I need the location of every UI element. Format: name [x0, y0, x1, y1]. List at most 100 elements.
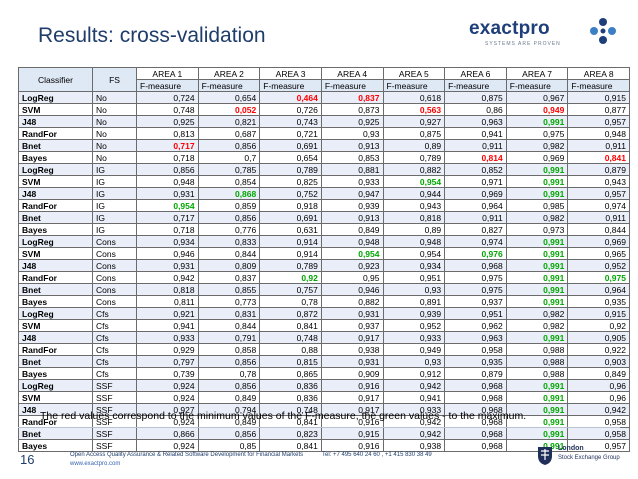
f-measure-cell: 0,92: [259, 271, 322, 284]
f-measure-cell: 0,964: [444, 199, 507, 212]
table-row: Bnet Cfs 0,797 0,856 0,815 0,931 0,93 0,935 0,98…: [18, 355, 630, 368]
fs-cell: IG: [92, 199, 137, 212]
f-measure-cell: 0,88: [259, 343, 322, 356]
f-measure-cell: 0,913: [320, 139, 384, 152]
f-measure-cell: 0,943: [567, 175, 630, 188]
f-measure-cell: 0,965: [567, 247, 630, 260]
f-measure-cell: 0,875: [382, 127, 446, 140]
f-measure-cell: 0,052: [197, 103, 261, 116]
footer-divider: [18, 427, 620, 428]
classifier-cell: Bnet: [18, 283, 93, 296]
fs-cell: No: [92, 139, 137, 152]
f-measure-cell: 0,939: [320, 199, 384, 212]
results-table: Classifier FS AREA 1 AREA 2 AREA 3 AREA …: [18, 67, 630, 452]
f-measure-cell: 0,825: [259, 175, 322, 188]
f-measure-cell: 0,841: [259, 319, 322, 332]
f-measure-cell: 0,991: [505, 415, 569, 428]
f-measure-cell: 0,925: [136, 115, 199, 128]
f-measure-cell: 0,991: [505, 391, 569, 404]
f-measure-cell: 0,954: [136, 199, 199, 212]
f-measure-cell: 0,866: [136, 427, 199, 440]
fs-cell: IG: [92, 175, 137, 188]
f-measure-cell: 0,933: [320, 175, 384, 188]
lse-logo: London Stock Exchange Group: [536, 444, 631, 474]
f-measure-cell: 0,814: [444, 151, 507, 164]
f-measure-cell: 0,982: [505, 307, 569, 320]
f-measure-cell: 0,924: [136, 391, 199, 404]
f-measure-cell: 0,856: [197, 139, 261, 152]
f-measure-cell: 0,935: [567, 295, 630, 308]
f-measure-cell: 0,856: [197, 427, 261, 440]
f-measure-cell: 0,982: [505, 211, 569, 224]
classifier-cell: RandFor: [18, 343, 93, 356]
f-measure-cell: 0,917: [320, 331, 384, 344]
f-measure-cell: 0,942: [136, 271, 199, 284]
f-measure-cell: 0,844: [197, 247, 261, 260]
table-row: Bnet IG 0,717 0,856 0,691 0,913 0,818 0,911 0,98…: [18, 211, 630, 224]
classifier-cell: RandFor: [18, 415, 93, 428]
f-measure-cell: 0,837: [320, 91, 384, 104]
fs-cell: No: [92, 127, 137, 140]
fs-cell: IG: [92, 187, 137, 200]
table-row: SVM Cfs 0,941 0,844 0,841 0,937 0,952 0,962 0,98…: [18, 319, 630, 332]
classifier-cell: SVM: [18, 175, 93, 188]
f-measure-cell: 0,464: [259, 91, 322, 104]
f-measure-cell: 0,855: [197, 283, 261, 296]
f-measure-cell: 0,903: [567, 355, 630, 368]
f-measure-cell: 0,858: [197, 343, 261, 356]
f-measure-cell: 0,931: [320, 307, 384, 320]
fs-cell: Cons: [92, 247, 137, 260]
metric-header: F-measure: [259, 79, 322, 92]
f-measure-cell: 0,86: [444, 103, 507, 116]
f-measure-cell: 0,946: [320, 283, 384, 296]
f-measure-cell: 0,925: [320, 115, 384, 128]
f-measure-cell: 0,743: [259, 115, 322, 128]
f-measure-cell: 0,93: [382, 355, 446, 368]
f-measure-cell: 0,968: [444, 427, 507, 440]
f-measure-cell: 0,852: [444, 163, 507, 176]
area-header: AREA 3: [259, 67, 322, 80]
f-measure-cell: 0,934: [136, 235, 199, 248]
table-row: RandFor No 0,813 0,687 0,721 0,93 0,875 0,941 0,…: [18, 127, 630, 140]
f-measure-cell: 0,875: [444, 91, 507, 104]
metric-header: F-measure: [197, 79, 261, 92]
classifier-cell: RandFor: [18, 199, 93, 212]
f-measure-cell: 0,938: [320, 343, 384, 356]
fs-cell: SSF: [92, 439, 137, 452]
f-measure-cell: 0,917: [320, 403, 384, 416]
table-row: SVM SSF 0,924 0,849 0,836 0,917 0,941 0,968 0,99…: [18, 391, 630, 404]
f-measure-cell: 0,942: [382, 427, 446, 440]
fs-cell: Cons: [92, 271, 137, 284]
f-measure-cell: 0,853: [320, 151, 384, 164]
fs-cell: Cfs: [92, 355, 137, 368]
f-measure-cell: 0,929: [136, 343, 199, 356]
exactpro-logo: exactpro SYSTEMS ARE PROVEN: [469, 16, 619, 54]
classifier-cell: Bnet: [18, 139, 93, 152]
footer-website-link[interactable]: www.exactpro.com: [70, 461, 121, 467]
f-measure-cell: 0,789: [259, 259, 322, 272]
table-row: LogReg SSF 0,924 0,856 0,836 0,916 0,942 0,968 0…: [18, 379, 630, 392]
f-measure-cell: 0,96: [567, 379, 630, 392]
area-header: AREA 7: [505, 67, 569, 80]
f-measure-cell: 0,849: [320, 223, 384, 236]
classifier-cell: J48: [18, 115, 93, 128]
f-measure-cell: 0,789: [259, 163, 322, 176]
f-measure-cell: 0,991: [505, 235, 569, 248]
f-measure-cell: 0,948: [382, 235, 446, 248]
f-measure-cell: 0,691: [259, 211, 322, 224]
fs-cell: Cfs: [92, 367, 137, 380]
classifier-cell: LogReg: [18, 307, 93, 320]
f-measure-cell: 0,942: [382, 415, 446, 428]
f-measure-cell: 0,833: [197, 235, 261, 248]
classifier-cell: Bayes: [18, 223, 93, 236]
fs-cell: No: [92, 91, 137, 104]
fs-cell: SSF: [92, 391, 137, 404]
classifier-header: Classifier: [18, 67, 93, 92]
f-measure-cell: 0,844: [567, 223, 630, 236]
f-measure-cell: 0,891: [382, 295, 446, 308]
f-measure-cell: 0,933: [136, 331, 199, 344]
f-measure-cell: 0,939: [382, 307, 446, 320]
fs-cell: No: [92, 151, 137, 164]
table-row: J48 IG 0,931 0,868 0,752 0,947 0,944 0,969 0,991…: [18, 187, 630, 200]
f-measure-cell: 0,962: [444, 319, 507, 332]
